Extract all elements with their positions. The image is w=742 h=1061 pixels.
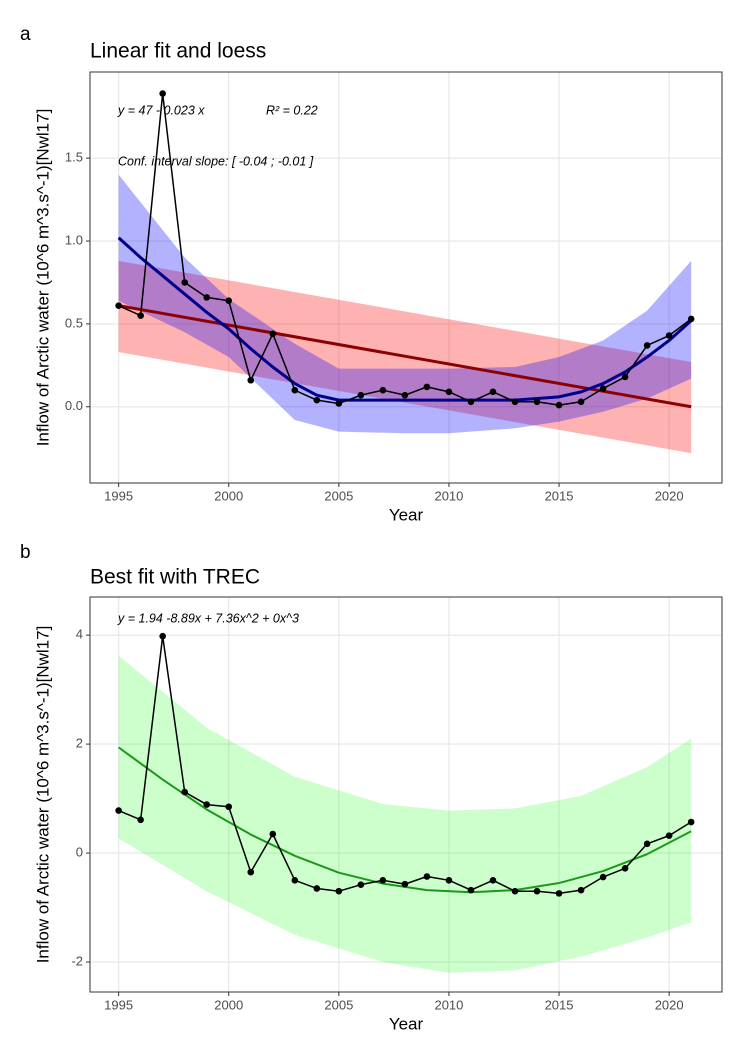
- data-point: [401, 880, 409, 888]
- confidence-band: [118, 655, 692, 973]
- data-point: [335, 887, 343, 895]
- annotation: y = 1.94 -8.89x + 7.36x^2 + 0x^3: [117, 611, 299, 625]
- plot-layer: [115, 632, 695, 973]
- data-point: [533, 887, 541, 895]
- annotation: y = 47 - 0.023 x: [117, 103, 205, 117]
- data-point: [313, 885, 321, 892]
- data-point: [225, 297, 233, 305]
- x-tick-label: 2020: [655, 997, 684, 1012]
- data-point: [445, 877, 453, 884]
- x-tick-label: 2010: [434, 997, 463, 1012]
- x-tick-label: 1995: [104, 997, 133, 1012]
- data-point: [313, 396, 321, 404]
- data-point: [687, 315, 695, 323]
- data-point: [599, 385, 607, 392]
- y-tick-label: 2: [76, 736, 83, 751]
- data-point: [687, 818, 695, 826]
- data-point: [291, 877, 299, 884]
- data-point: [621, 865, 629, 872]
- data-point: [665, 332, 673, 339]
- data-point: [291, 386, 299, 394]
- data-point: [489, 388, 497, 396]
- data-point: [357, 391, 365, 399]
- data-point: [137, 816, 144, 824]
- data-point: [225, 803, 233, 811]
- y-tick-label: 4: [76, 627, 83, 642]
- data-point: [203, 801, 211, 808]
- x-tick-label: 2015: [545, 488, 574, 503]
- data-point: [511, 398, 519, 406]
- plot-background: [90, 597, 722, 992]
- data-point: [181, 279, 188, 286]
- data-point: [159, 632, 166, 640]
- x-tick-label: 1995: [104, 488, 133, 503]
- y-axis-label: Inflow of Arctic water (10^6 m^3.s^-1)[N…: [33, 109, 52, 447]
- x-axis-label: Year: [389, 505, 424, 524]
- chart-title: Linear fit and loess: [90, 40, 266, 63]
- data-point: [181, 788, 188, 796]
- plot-border: [89, 71, 723, 484]
- fit-line: [118, 304, 692, 409]
- data-point: [511, 887, 519, 895]
- x-tick-label: 2020: [655, 488, 684, 503]
- y-axis-label: Inflow of Arctic water (10^6 m^3.s^-1)[N…: [33, 626, 52, 964]
- data-point: [379, 877, 387, 884]
- data-point: [599, 873, 607, 881]
- data-point: [445, 388, 453, 396]
- data-point: [621, 373, 629, 381]
- data-point: [335, 400, 343, 407]
- data-point: [357, 881, 365, 888]
- x-tick-label: 2015: [545, 997, 574, 1012]
- data-point: [643, 840, 651, 848]
- y-tick-label: 0.0: [65, 398, 83, 413]
- data-point: [379, 386, 387, 394]
- data-point: [115, 302, 122, 309]
- data-point: [555, 401, 563, 409]
- data-point: [577, 398, 585, 406]
- data-point: [247, 376, 255, 384]
- data-point: [203, 294, 211, 301]
- data-point: [159, 90, 166, 97]
- y-tick-label: -2: [71, 953, 83, 968]
- y-tick-label: 1.0: [65, 232, 83, 247]
- data-point: [269, 330, 277, 338]
- panel-tag: a: [20, 24, 31, 45]
- x-tick-label: 2000: [214, 997, 243, 1012]
- y-tick-label: 0: [76, 845, 83, 860]
- data-point: [643, 342, 651, 349]
- data-point: [467, 398, 475, 406]
- x-tick-label: 2000: [214, 488, 243, 503]
- y-tick-label: 0.5: [65, 315, 83, 330]
- data-point: [665, 832, 673, 839]
- data-point: [115, 807, 122, 814]
- data-point: [555, 890, 563, 897]
- data-point: [533, 398, 541, 406]
- data-point: [137, 312, 144, 319]
- panel-tag: b: [20, 542, 31, 563]
- x-axis-label: Year: [389, 1014, 424, 1033]
- data-point: [423, 383, 431, 391]
- plot-border: [89, 596, 723, 993]
- plot-layer: [115, 90, 695, 454]
- data-point: [269, 830, 277, 838]
- x-tick-label: 2005: [324, 997, 353, 1012]
- x-tick-label: 2005: [324, 488, 353, 503]
- x-tick-label: 2010: [434, 488, 463, 503]
- y-tick-label: 1.5: [65, 150, 83, 165]
- data-point: [247, 868, 255, 876]
- plot-background: [90, 72, 722, 483]
- data-point: [423, 873, 431, 880]
- chart-title: Best fit with TREC: [90, 566, 260, 589]
- annotation: Conf. interval slope: [ -0.04 ; -0.01 ]: [118, 154, 314, 168]
- data-point: [489, 877, 497, 884]
- confidence-band: [118, 174, 692, 434]
- data-point: [401, 391, 409, 399]
- data-point: [577, 886, 585, 894]
- fit-line: [117, 236, 693, 402]
- data-point: [467, 886, 475, 894]
- annotation: R² = 0.22: [266, 103, 318, 117]
